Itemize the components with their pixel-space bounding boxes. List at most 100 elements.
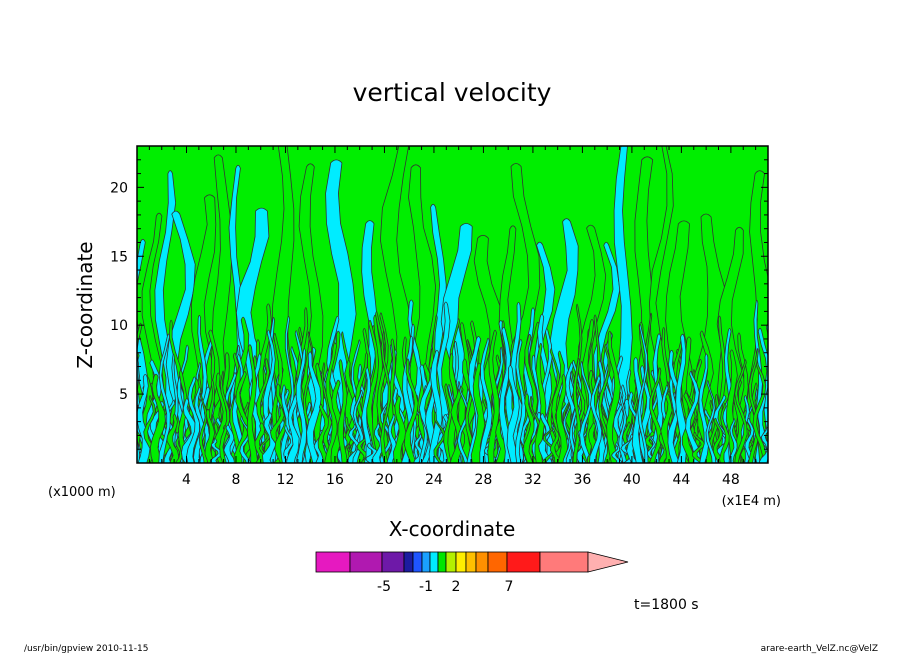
lower-plume — [618, 391, 628, 463]
upper-plume — [296, 163, 324, 463]
lower-plume — [306, 351, 322, 463]
colorbar-box — [487, 551, 508, 573]
lower-plume — [589, 375, 603, 463]
x-axis-ticks: 4 8 12 16 20 24 28 32 36 40 44 48 — [148, 146, 757, 488]
colorbar-box — [349, 551, 383, 573]
lower-plume — [506, 365, 521, 463]
lower-plume — [648, 367, 663, 463]
lower-plume — [337, 359, 348, 463]
lower-plume — [719, 402, 730, 463]
x-tick-label: 24 — [425, 472, 443, 488]
lower-plume — [158, 333, 171, 463]
colorbar-box — [506, 551, 541, 573]
colorbar-box — [315, 551, 351, 573]
footer-left: /usr/bin/gpview 2010-11-15 — [24, 644, 148, 654]
y-axis-label: Z-coordinate — [73, 241, 97, 368]
lower-plume — [555, 374, 568, 463]
colorbar-box — [412, 551, 423, 573]
footer-right: arare-earth_VelZ.nc@VelZ — [761, 644, 878, 654]
colorbar-triangle — [587, 551, 629, 573]
colorbar-box — [421, 551, 431, 573]
lower-plume — [692, 431, 706, 463]
lower-plume — [713, 417, 724, 463]
lower-plume — [637, 324, 649, 463]
lower-plume — [734, 359, 748, 463]
chart-title: vertical velocity — [353, 78, 552, 107]
colorbar-box — [403, 551, 414, 573]
colorbar-box — [429, 551, 439, 573]
lower-plume — [246, 344, 259, 463]
contour-field — [137, 146, 768, 463]
x-tick-label: 44 — [672, 472, 690, 488]
lower-plume — [579, 361, 592, 463]
x-tick-label: 40 — [623, 472, 641, 488]
x-tick-label: 20 — [376, 472, 394, 488]
x-tick-label: 48 — [722, 472, 740, 488]
lower-plume — [223, 424, 236, 463]
lower-plume — [361, 367, 372, 463]
colorbar-box — [437, 551, 447, 573]
x-tick-label: 36 — [573, 472, 591, 488]
y-axis-ticks: 5 10 15 20 — [110, 159, 768, 450]
x-tick-label: 4 — [182, 472, 191, 488]
lower-plume — [199, 393, 208, 463]
x-tick-label: 16 — [326, 472, 344, 488]
lower-plume — [705, 380, 717, 463]
lower-plume — [178, 369, 189, 463]
lower-plume — [523, 393, 535, 463]
lower-plume — [317, 403, 331, 463]
x-tick-label: 12 — [277, 472, 295, 488]
lower-plume — [380, 330, 392, 463]
x-axis-unit: (x1E4 m) — [722, 494, 781, 509]
lower-plume — [457, 381, 470, 463]
colorbar-box — [475, 551, 489, 573]
colorbar-box — [381, 551, 405, 573]
lower-plume — [725, 349, 739, 463]
lower-plume — [647, 435, 657, 463]
colorbar-label: 7 — [505, 579, 514, 595]
y-tick-label: 15 — [110, 249, 128, 265]
lower-plume — [283, 424, 295, 463]
colorbar: -5 -1 2 7 — [315, 551, 629, 595]
lower-plume — [470, 362, 486, 463]
colorbar-label: -5 — [377, 579, 391, 595]
lower-plume — [479, 337, 493, 463]
lower-plume — [433, 411, 446, 463]
lower-plume — [570, 359, 584, 463]
lower-plume — [534, 342, 547, 463]
colorbar-box — [455, 551, 467, 573]
lower-plume — [428, 350, 443, 463]
lower-plume — [515, 339, 526, 463]
colorbar-box — [539, 551, 589, 573]
y-tick-label: 5 — [119, 387, 128, 403]
colorbar-label: -1 — [419, 579, 433, 595]
colorbar-box — [465, 551, 477, 573]
lower-plume — [523, 333, 539, 463]
lower-plume — [344, 416, 356, 463]
lower-plume — [728, 418, 738, 463]
lower-plume — [149, 373, 166, 463]
y-tick-label: 10 — [110, 318, 128, 334]
lower-plume — [685, 370, 701, 463]
x-tick-label: 28 — [475, 472, 493, 488]
colorbar-label: 2 — [452, 579, 461, 595]
lower-plume — [262, 329, 277, 463]
lower-plume — [744, 418, 756, 463]
colorbar-box — [445, 551, 457, 573]
lower-plume — [498, 327, 512, 463]
lower-plume — [759, 426, 768, 463]
y-tick-label: 20 — [110, 180, 128, 196]
x-tick-label: 32 — [524, 472, 542, 488]
lower-plume — [403, 358, 419, 463]
lower-plume — [550, 425, 561, 463]
plot-frame — [136, 145, 769, 464]
lower-plume — [166, 413, 179, 463]
lower-plume — [376, 312, 390, 463]
x-axis-label: X-coordinate — [389, 517, 516, 541]
y-axis-unit: (x1000 m) — [48, 485, 116, 500]
lower-plume — [193, 386, 206, 463]
time-label: t=1800 s — [634, 597, 699, 613]
x-tick-label: 8 — [232, 472, 241, 488]
lower-plume — [752, 361, 767, 463]
